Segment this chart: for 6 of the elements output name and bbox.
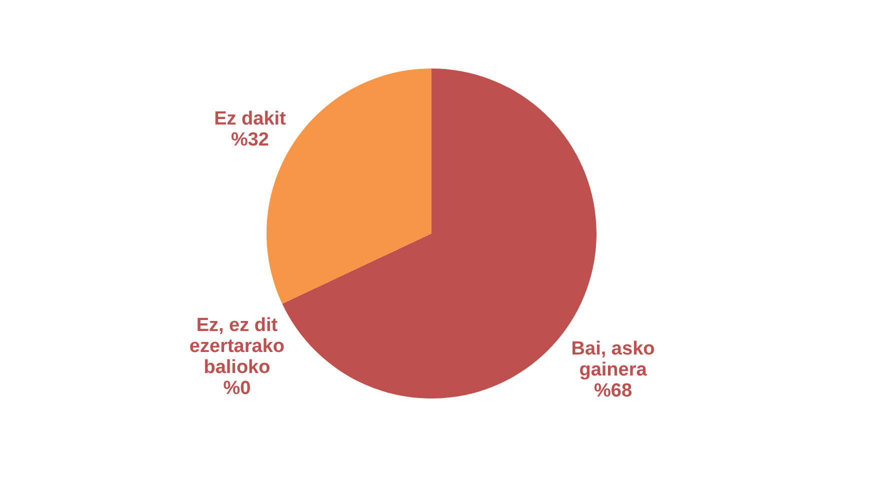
text: %0 <box>223 378 251 400</box>
category-label: Ez, ez dit ezertarako balioko <box>189 315 284 378</box>
data-label: %68 <box>594 380 632 402</box>
slice-label: Ez dakit <box>214 108 287 130</box>
data-label: %32 <box>230 129 269 150</box>
slice-label: Bai, asko gainera <box>571 338 655 381</box>
